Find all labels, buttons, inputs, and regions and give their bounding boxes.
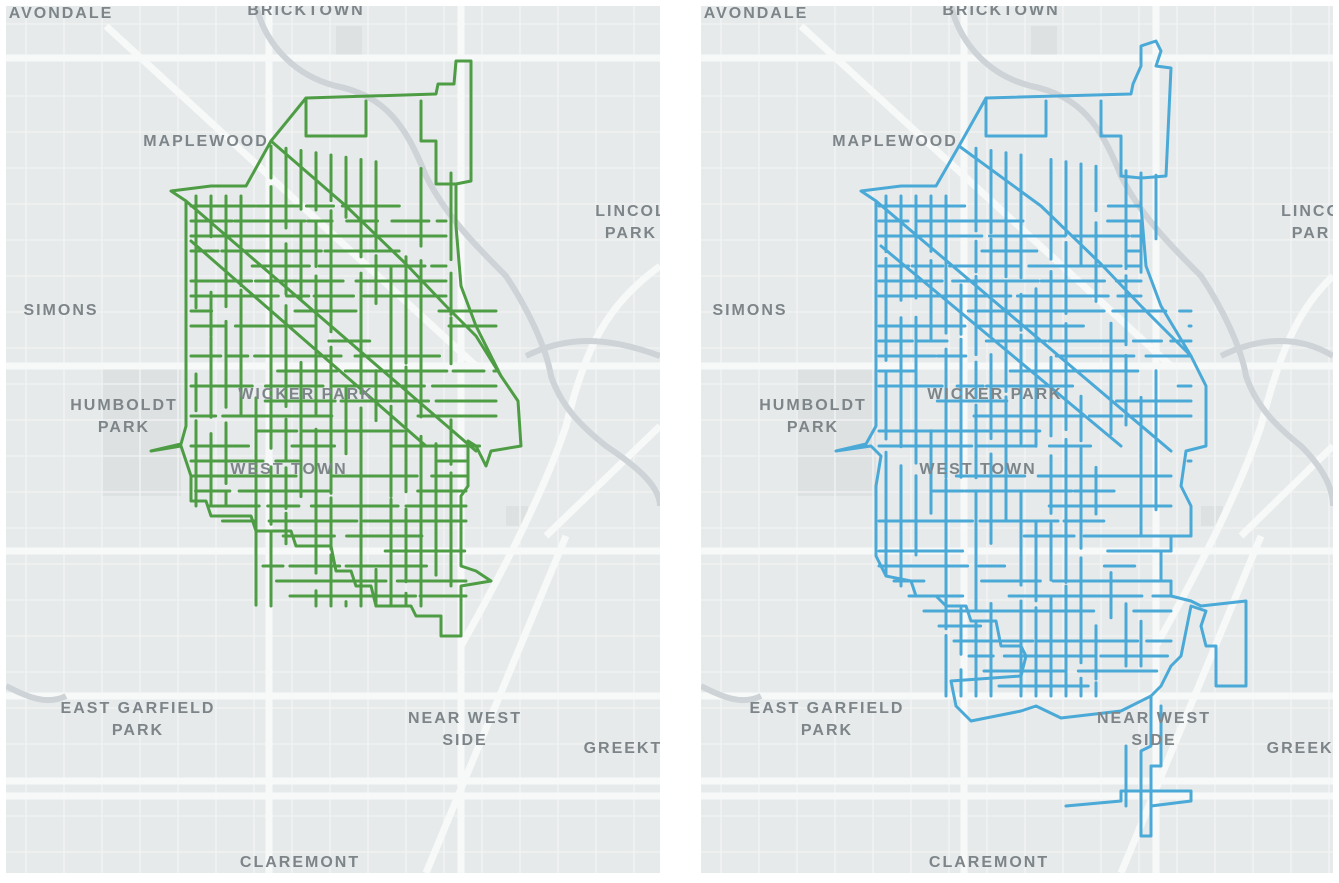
label-greektown: GREEKT <box>1266 740 1333 757</box>
label-wicker-park: WICKER PARK <box>238 386 374 403</box>
label-claremont: CLAREMONT <box>928 854 1050 871</box>
basemap-left <box>6 6 660 873</box>
rivers <box>701 6 1333 704</box>
park-areas <box>796 26 1223 526</box>
label-humboldt-park: HUMBOLDT PARK <box>70 397 178 436</box>
label-bricktown: BRICKTOWN <box>247 6 365 19</box>
rivers <box>6 6 660 704</box>
route-segment <box>1099 99 1143 180</box>
label-bricktown: BRICKTOWN <box>942 6 1060 19</box>
route-network <box>834 39 1248 838</box>
route-segment <box>984 96 1048 138</box>
label-simons: SIMONS <box>712 302 788 319</box>
label-wicker-park: WICKER PARK <box>927 386 1063 403</box>
label-west-town: WEST TOWN <box>230 461 348 478</box>
label-humboldt-park: HUMBOLDT PARK <box>759 397 867 436</box>
label-west-town: WEST TOWN <box>919 461 1037 478</box>
label-east-garfield-park: EAST GARFIELD PARK <box>749 700 905 739</box>
map-panel-right[interactable]: AVONDALE BRICKTOWN MAPLEWOOD LINCO PAR S… <box>701 6 1333 873</box>
route-segment <box>269 139 503 378</box>
label-maplewood: MAPLEWOOD <box>832 133 958 150</box>
park-areas <box>101 26 528 526</box>
basemap-right <box>701 6 1333 873</box>
label-lincoln-park: LINCOL PARK <box>595 203 660 242</box>
minor-streets <box>6 6 660 873</box>
route-network <box>149 59 523 638</box>
label-simons: SIMONS <box>23 302 99 319</box>
label-avondale: AVONDALE <box>703 6 809 22</box>
label-greektown: GREEKTO <box>583 740 660 757</box>
label-lincoln-park: LINCO PAR <box>1281 203 1333 242</box>
label-near-west-side: NEAR WEST SIDE <box>408 710 522 749</box>
route-segment <box>149 59 523 638</box>
route-segment <box>419 99 458 186</box>
map-panel-left[interactable]: AVONDALE BRICKTOWN MAPLEWOOD LINCOL PARK… <box>6 6 660 873</box>
route-segment <box>189 239 428 448</box>
label-claremont: CLAREMONT <box>239 854 361 871</box>
route-segment <box>1064 789 1193 808</box>
label-maplewood: MAPLEWOOD <box>143 133 269 150</box>
route-segment <box>1139 694 1163 838</box>
route-segment <box>304 96 368 138</box>
route-segment <box>957 144 1193 358</box>
label-east-garfield-park: EAST GARFIELD PARK <box>60 700 216 739</box>
label-avondale: AVONDALE <box>8 6 114 22</box>
label-near-west-side: NEAR WEST SIDE <box>1097 710 1211 749</box>
